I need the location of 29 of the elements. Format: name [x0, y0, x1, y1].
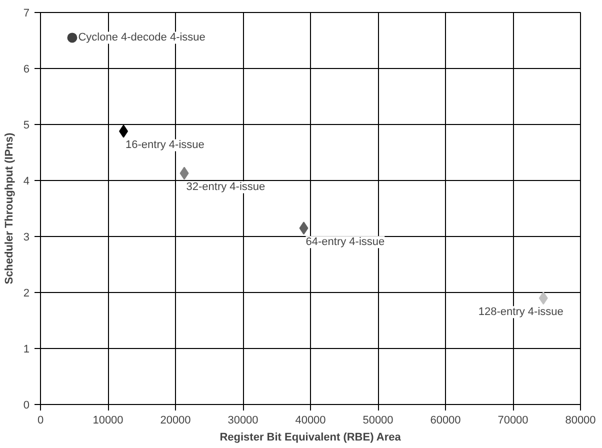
x-tick-label: 60000	[430, 414, 461, 426]
x-tick-label: 0	[37, 414, 44, 426]
x-tick-label: 40000	[295, 414, 326, 426]
point	[299, 222, 308, 235]
y-tick-label: 7	[23, 8, 30, 20]
y-tick-label: 2	[23, 288, 30, 300]
series-label: 16-entry 4-issue	[126, 139, 204, 152]
x-axis-title: Register Bit Equivalent (RBE) Area	[220, 432, 402, 444]
series-label: 128-entry 4-issue	[478, 306, 564, 318]
point	[119, 124, 128, 138]
series-label: Cyclone 4-decode 4-issue	[78, 32, 206, 44]
y-tick-label: 4	[23, 176, 30, 188]
y-tick-label: 3	[23, 232, 30, 244]
x-tick-label: 80000	[565, 414, 596, 426]
y-tick-label: 5	[23, 120, 30, 132]
x-tick-label: 50000	[362, 414, 394, 426]
point	[180, 166, 189, 180]
x-tick-label: 30000	[228, 414, 258, 426]
y-tick-label: 0	[23, 400, 30, 412]
series-label: 64-entry 4-issue	[306, 236, 385, 248]
point	[67, 32, 78, 43]
y-axis-title: Scheduler Throughput (IPns)	[3, 132, 16, 284]
x-tick-label: 20000	[160, 414, 191, 426]
point	[538, 292, 548, 305]
x-tick-label: 70000	[498, 414, 528, 426]
series-label: 32-entry 4-issue	[186, 181, 266, 194]
x-tick-label: 10000	[92, 414, 124, 426]
y-tick-label: 6	[23, 64, 30, 76]
y-tick-label: 1	[23, 344, 30, 356]
